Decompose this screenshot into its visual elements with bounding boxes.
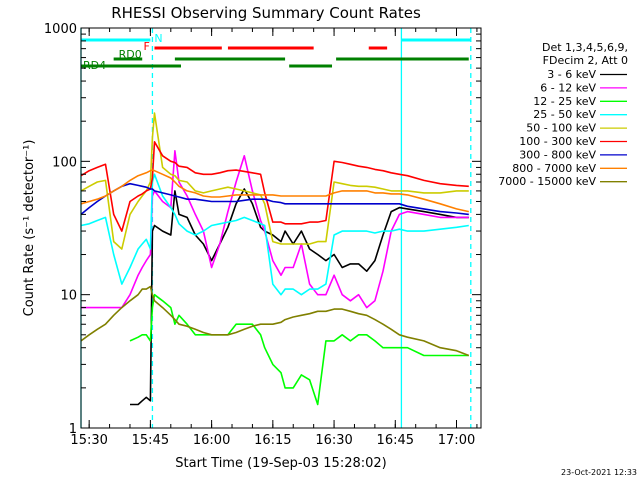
x-tick-label-0: 15:30	[70, 433, 107, 448]
y-axis-label: Count Rate (s⁻¹ detector⁻¹)	[22, 140, 37, 317]
state-label-n: N	[154, 32, 162, 45]
legend-header-0: Det 1,3,4,5,6,9,	[542, 41, 628, 54]
chart-title: RHESSI Observing Summary Count Rates	[111, 4, 421, 22]
series-line-0	[130, 188, 469, 406]
legend-header-1: FDecim 2, Att 0	[543, 54, 628, 67]
legend-label-2: 12 - 25 keV	[533, 95, 596, 108]
y-tick-label-1: 10	[60, 289, 77, 304]
series-line-8	[80, 285, 470, 357]
x-tick-label-6: 17:00	[438, 433, 475, 448]
state-label-rd0: RD0	[119, 48, 142, 61]
y-tick-label-0: 1	[69, 422, 77, 437]
y-tick-label-2: 100	[52, 155, 77, 170]
x-tick-label-1: 15:45	[132, 433, 169, 448]
y-tick-label-3: 1000	[44, 22, 77, 37]
plot-frame	[80, 27, 482, 429]
x-tick-label-4: 16:30	[315, 433, 352, 448]
legend-label-8: 7000 - 15000 keV	[498, 175, 596, 188]
series-line-7	[80, 169, 469, 213]
legend-label-6: 300 - 800 keV	[519, 148, 596, 161]
series-line-5	[80, 141, 469, 232]
state-label-rd4: RD4	[83, 59, 106, 72]
series-line-3	[80, 173, 469, 296]
series-line-6	[80, 182, 469, 216]
state-label-f: F	[143, 40, 149, 53]
x-tick-label-5: 16:45	[377, 433, 414, 448]
series-line-4	[80, 112, 469, 250]
legend-label-0: 3 - 6 keV	[547, 68, 596, 81]
axes-layer: 15:30 15:45 16:00 16:15 16:30 16:45 17:00 1 10 10…	[44, 22, 481, 448]
series-line-1	[81, 150, 469, 309]
x-axis-label: Start Time (19-Sep-03 15:28:02)	[175, 456, 386, 471]
x-tick-label-3: 16:15	[254, 433, 291, 448]
legend-label-1: 6 - 12 keV	[540, 81, 596, 94]
legend-label-4: 50 - 100 keV	[526, 122, 596, 135]
x-tick-label-2: 16:00	[193, 433, 230, 448]
legend: Det 1,3,4,5,6,9,FDecim 2, Att 03 - 6 keV…	[498, 41, 628, 188]
legend-label-7: 800 - 7000 keV	[512, 162, 596, 175]
series-line-2	[129, 293, 469, 406]
footer-timestamp: 23-Oct-2021 12:33	[561, 468, 637, 477]
legend-label-5: 100 - 300 keV	[519, 135, 596, 148]
legend-label-3: 25 - 50 keV	[533, 108, 596, 121]
